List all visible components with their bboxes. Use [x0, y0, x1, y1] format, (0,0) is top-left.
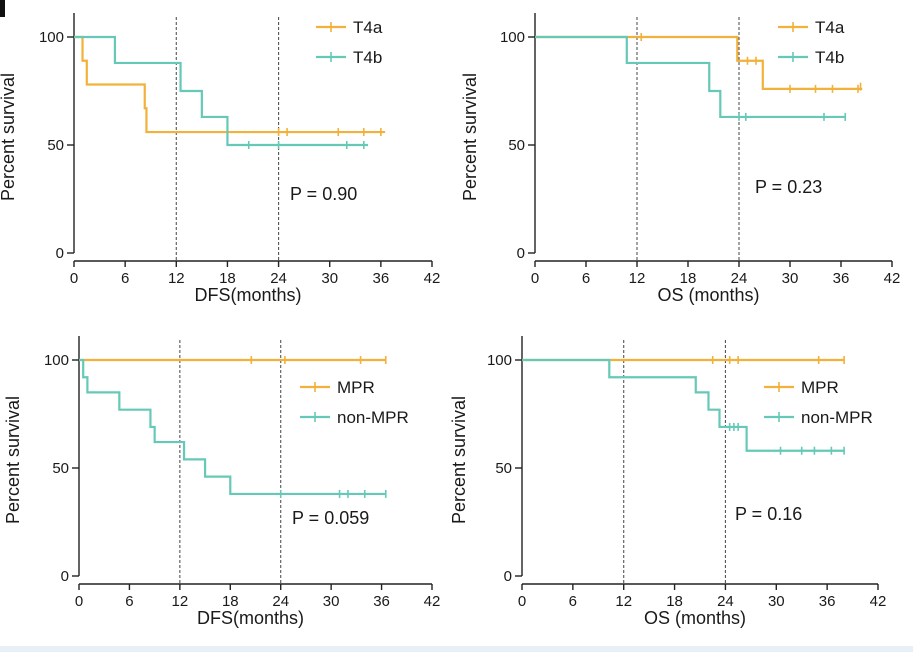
x-axis-label: DFS(months) [197, 608, 304, 628]
x-tick-label: 36 [833, 270, 850, 287]
x-axis-label: OS (months) [657, 285, 759, 305]
x-tick-label: 24 [731, 270, 748, 287]
y-tick-label: 100 [39, 29, 64, 46]
survival-curve-t4a [74, 35, 386, 134]
x-tick-label: 6 [569, 593, 577, 610]
y-tick-label: 0 [61, 568, 69, 585]
y-axis-label: Percent survival [449, 396, 469, 524]
p-value-annotation: P = 0.059 [292, 508, 369, 528]
y-tick-label: 50 [508, 137, 525, 154]
chart-panel-dfs-t4: 0 50 100 0 6 12 18 24 30 36 42 DFS(months) Percent s… [0, 13, 440, 305]
x-tick-label: 24 [270, 270, 287, 287]
x-tick-label: 6 [582, 270, 590, 287]
x-tick-label: 12 [172, 593, 189, 610]
x-tick-label: 24 [272, 593, 289, 610]
x-tick-label: 36 [373, 593, 390, 610]
chart-panel-os-mpr: 0 50 100 0 6 12 18 24 30 36 42 OS (months) Percent s… [449, 336, 886, 628]
x-tick-label: 6 [125, 593, 133, 610]
survival-curve-non-mpr [79, 358, 386, 496]
survival-curve-t4b [535, 35, 846, 119]
x-tick-label: 0 [531, 270, 539, 287]
x-tick-label: 42 [870, 593, 887, 610]
x-tick-label: 0 [70, 270, 78, 287]
legend-label: non-MPR [801, 408, 873, 427]
legend-label: T4b [353, 48, 382, 67]
x-tick-label: 12 [615, 593, 632, 610]
x-tick-label: 18 [666, 593, 683, 610]
survival-curve-non-mpr [522, 358, 845, 452]
x-tick-label: 30 [321, 270, 338, 287]
y-tick-label: 50 [495, 460, 512, 477]
x-tick-label: 42 [884, 270, 901, 287]
y-axis-label: Percent survival [460, 73, 480, 201]
x-tick-label: 18 [680, 270, 697, 287]
x-tick-label: 18 [219, 270, 236, 287]
x-tick-label: 30 [782, 270, 799, 287]
x-tick-label: 42 [424, 270, 441, 287]
x-tick-label: 12 [168, 270, 185, 287]
legend-label: T4a [815, 18, 845, 37]
bottom-strip [0, 646, 913, 652]
legend-label: MPR [337, 378, 375, 397]
x-tick-label: 6 [121, 270, 129, 287]
y-axis-label: Percent survival [0, 73, 18, 201]
x-tick-label: 42 [424, 593, 441, 610]
x-tick-label: 12 [629, 270, 646, 287]
y-tick-label: 100 [500, 29, 525, 46]
survival-curve-t4a [535, 35, 863, 90]
y-tick-label: 100 [487, 352, 512, 369]
x-tick-label: 36 [373, 270, 390, 287]
chart-panel-os-t4: 0 50 100 0 6 12 18 24 30 36 42 OS (months) Percent s… [460, 13, 900, 305]
y-axis-label: Percent survival [3, 396, 23, 524]
p-value-annotation: P = 0.23 [755, 177, 822, 197]
y-tick-label: 0 [517, 245, 525, 262]
p-value-annotation: P = 0.90 [290, 184, 357, 204]
legend-label: MPR [801, 378, 839, 397]
x-tick-label: 0 [518, 593, 526, 610]
x-tick-label: 0 [75, 593, 83, 610]
x-tick-label: 24 [717, 593, 734, 610]
x-tick-label: 18 [222, 593, 239, 610]
legend-label: T4b [815, 48, 844, 67]
x-tick-label: 30 [768, 593, 785, 610]
y-tick-label: 100 [44, 352, 69, 369]
survival-curve-t4b [74, 35, 369, 147]
y-tick-label: 50 [47, 137, 64, 154]
y-tick-label: 0 [56, 245, 64, 262]
y-tick-label: 0 [504, 568, 512, 585]
x-tick-label: 30 [323, 593, 340, 610]
x-axis-label: OS (months) [644, 608, 746, 628]
x-tick-label: 36 [819, 593, 836, 610]
legend-label: non-MPR [337, 408, 409, 427]
y-tick-label: 50 [52, 460, 69, 477]
chart-panel-dfs-mpr: 0 50 100 0 6 12 18 24 30 36 42 DFS(months) Percent s… [3, 336, 440, 628]
legend-label: T4a [353, 18, 383, 37]
p-value-annotation: P = 0.16 [735, 504, 802, 524]
x-axis-label: DFS(months) [194, 285, 301, 305]
panel-corner-mark [0, 0, 5, 17]
